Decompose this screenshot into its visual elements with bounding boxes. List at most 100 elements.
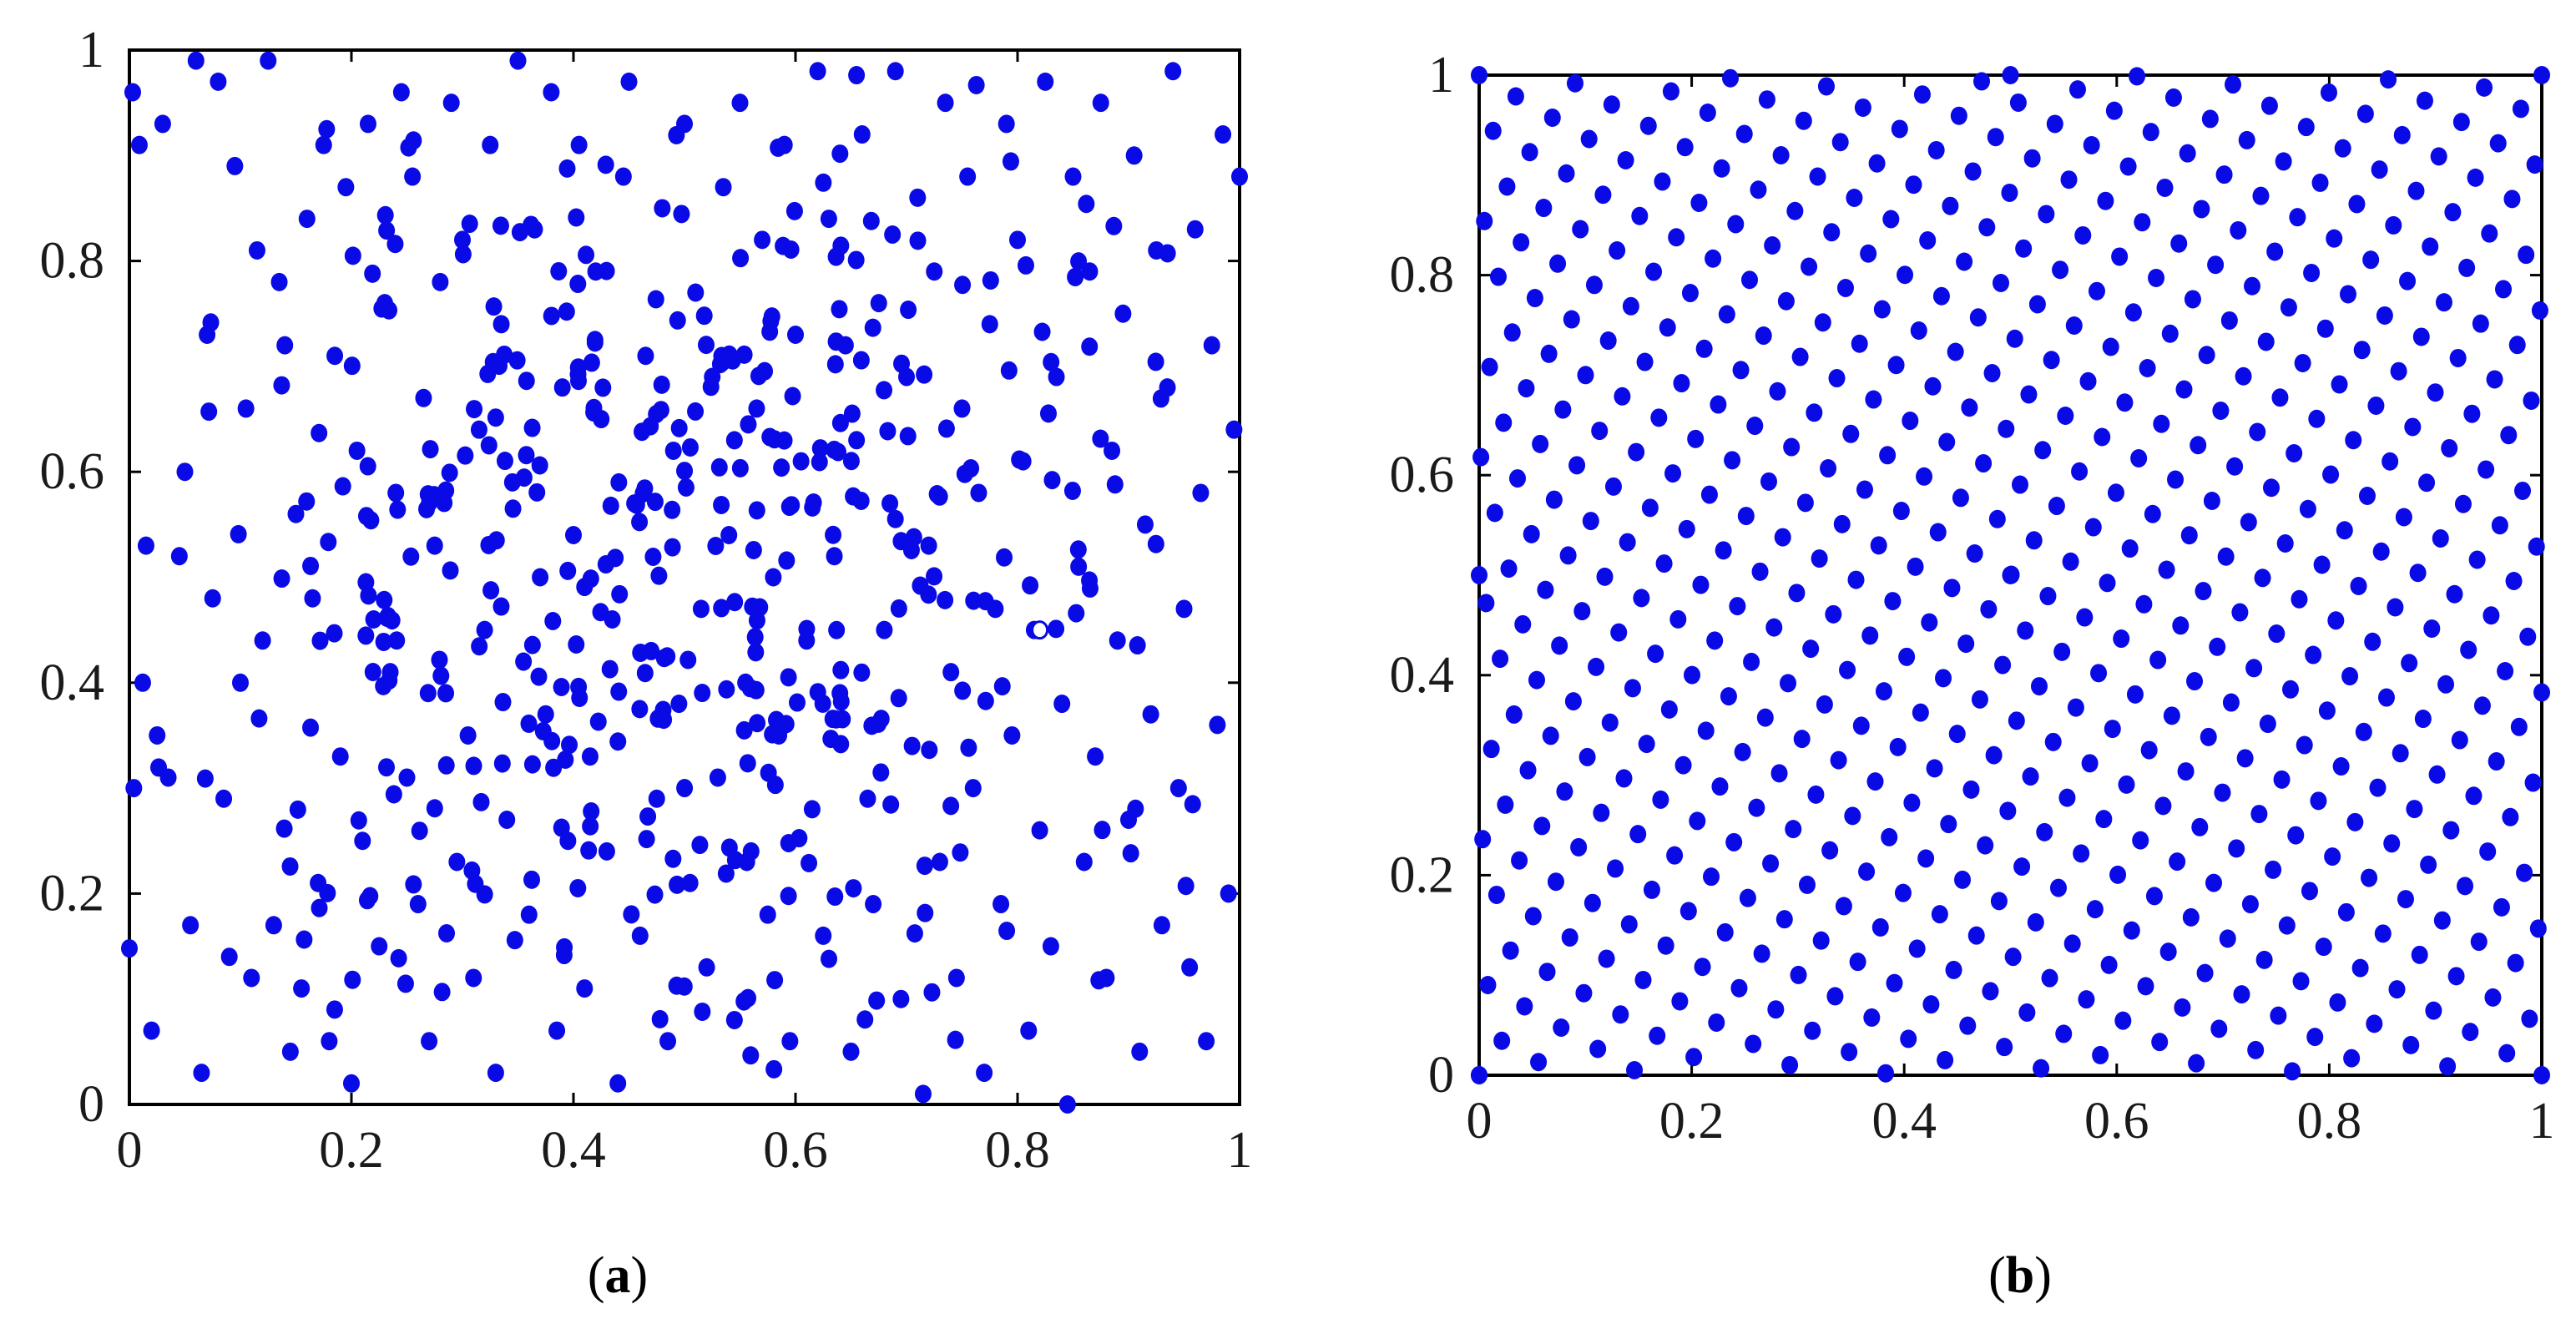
panel-a-point [365,610,382,629]
panel-a-point [1114,304,1132,323]
panel-b-point [2507,953,2524,973]
panel-a-point [1192,483,1210,503]
panel-b-point [2053,642,2071,661]
panel-b-point [2310,791,2327,811]
panel-a-point [892,532,910,551]
panel-b-point [1631,206,1649,225]
panel-a-point [494,693,512,712]
panel-b-point [2329,993,2346,1012]
panel-a-point [515,652,533,671]
panel-b-point [2030,677,2048,696]
panel-a-point [376,590,393,609]
panel-b-point [1898,647,1916,666]
panel-a-point [676,779,694,798]
panel-b-point [2291,589,2308,609]
panel-b-point [1722,68,1740,88]
panel-b-point [2113,629,2130,649]
panel-a-point [528,483,546,502]
panel-a-point [742,1046,760,1065]
panel-b-point [2460,640,2478,659]
panel-b-point [2140,740,2158,760]
panel-a-point [1002,152,1019,171]
panel-b-point [2303,263,2321,282]
panel-a-point [556,937,573,957]
panel-b-point [1655,554,1673,574]
panel-a-point [558,159,576,178]
panel-b-point [2402,1035,2420,1054]
panel-a-point [631,700,649,719]
panel-b-point [1588,657,1605,676]
panel-b-point [1521,143,1538,162]
panel-b-point [1926,759,1943,778]
panel-b-point [2478,460,2495,479]
panel-a-point [942,663,960,682]
panel-b-point [2305,645,2322,664]
panel-a-point [954,681,972,700]
panel-a-point [669,311,686,330]
panel-b-point [2205,873,2223,892]
panel-b-point [2107,483,2124,503]
panel-b-point [1978,218,1996,237]
panel-b-point [1570,837,1588,857]
panel-a-point [425,486,442,505]
panel-b-point [1578,747,1596,766]
panel-b-point [2425,1001,2442,1020]
panel-b-point [2451,730,2468,750]
panel-a-point [586,331,604,350]
panel-b-point [1983,364,2001,383]
panel-b-point [2109,865,2127,884]
panel-a-point [360,586,377,605]
panel-a-point [281,1042,299,1061]
panel-b-point [2306,1028,2324,1047]
panel-a-point [778,551,796,570]
panel-a-point [631,926,649,945]
panel-b-point [1556,782,1573,801]
panel-a-point [295,930,313,949]
panel-a-point [532,568,549,587]
panel-b-point [2483,606,2500,625]
panel-b-point [1959,1016,1977,1035]
panel-a-point [977,691,994,710]
panel-a-point [334,477,351,496]
panel-b-point [1825,604,1842,624]
panel-b-point [2116,393,2134,412]
panel-b-point [1820,459,1837,478]
panel-b-point [1591,422,1609,441]
panel-b-point [2433,911,2451,930]
panel-a-point [916,857,933,876]
panel-b-point [2356,104,2374,124]
panel-a-point [765,568,782,587]
panel-b-point [2203,492,2220,511]
panel-b-point [1573,602,1591,621]
panel-b-point [1847,570,1865,589]
panel-b-point [2214,783,2231,802]
panel-a-point [404,167,422,186]
panel-a-point [1039,404,1057,423]
panel-a-point [326,346,344,366]
panel-b-point [1802,639,1820,659]
panel-a-point [931,852,948,872]
panel-a-point [343,356,361,376]
panel-a-point [805,493,822,513]
panel-b-point [2011,475,2028,494]
panel-b-point [2457,877,2474,896]
panel-b-point [1662,82,1679,101]
panel-b-x-tick-label: 0 [1467,1093,1493,1150]
panel-b-point [1716,922,1734,942]
panel-b-point [1610,623,1628,642]
panel-b-point [1917,849,1935,868]
panel-a-point [200,402,218,422]
panel-b-point [2390,361,2407,381]
panel-b-x-tick-label: 0.4 [1871,1093,1937,1150]
panel-a-point [193,1064,210,1083]
panel-a-point [331,747,349,766]
panel-b-point [2467,168,2484,187]
panel-b-point [2468,550,2486,569]
panel-a-point [466,400,483,419]
panel-a-point [650,566,668,585]
panel-b-point [1474,830,1492,849]
panel-b-point [2311,173,2329,192]
panel-a-point [170,547,188,566]
panel-a-point [976,1064,993,1083]
